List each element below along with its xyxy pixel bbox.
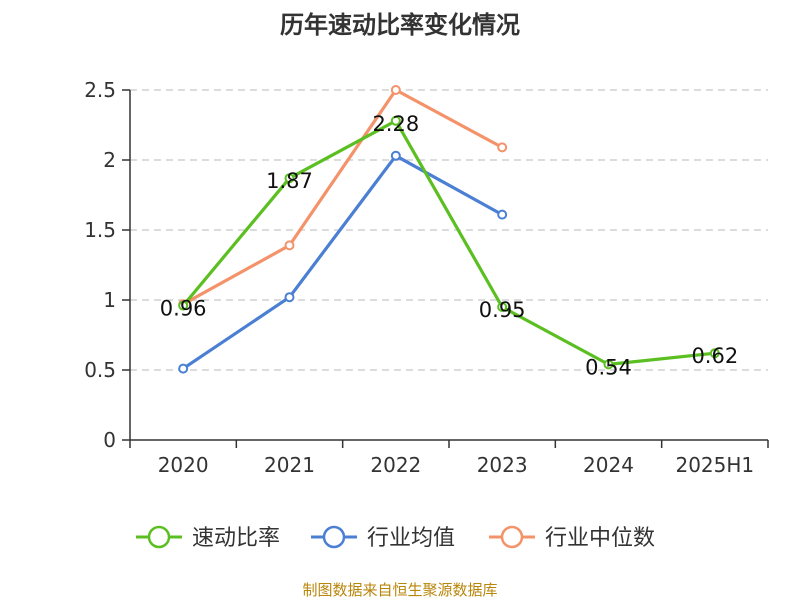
y-tick-label: 0.5 [84,358,116,382]
y-tick-label: 1 [103,288,116,312]
legend-marker-icon [147,525,171,549]
series-1 [178,150,508,374]
data-label: 2.28 [372,112,419,136]
data-point[interactable] [284,173,295,184]
data-point[interactable] [390,85,401,95]
data-label: 0.95 [479,298,526,322]
legend-item-0[interactable]: 速动比率 [136,525,280,551]
legend-marker-icon [500,525,524,549]
axes: 0 0.5 1 1.5 2 2.5 2020 2021 2022 2023 2024 2025H1 [84,78,769,477]
data-point[interactable] [390,115,401,126]
legend-item-1[interactable]: 行业均值 [311,525,455,551]
legend-item-2[interactable]: 行业中位数 [489,525,655,551]
series-line [182,88,503,306]
data-label: 0.54 [585,355,632,379]
chart-title: 历年速动比率变化情况 [280,11,520,39]
series-0 [178,115,720,370]
data-point[interactable] [178,363,189,374]
x-tick-label: 2025H1 [675,453,754,477]
y-tick-label: 0 [103,428,116,452]
x-tick-label: 2021 [264,453,315,477]
data-point[interactable] [178,300,189,311]
data-label: 1.87 [266,169,313,193]
series-line [181,119,716,366]
source-note: 制图数据来自恒生聚源数据库 [302,581,497,599]
x-tick-label: 2020 [158,453,209,477]
series-line [182,154,503,370]
data-point[interactable] [390,150,401,161]
data-point[interactable] [603,359,614,370]
data-label: 0.96 [160,297,207,321]
grid [130,89,768,371]
legend-label: 速动比率 [192,526,280,551]
y-tick-label: 1.5 [84,218,116,242]
legend[interactable]: 速动比率 行业均值 行业中位数 [136,525,655,551]
x-tick-label: 2022 [370,453,421,477]
data-point[interactable] [284,240,295,251]
legend-marker-icon [322,525,346,549]
data-point[interactable] [497,209,508,220]
x-tick-label: 2023 [477,453,528,477]
series-layer [178,85,720,374]
data-point[interactable] [497,142,508,153]
data-label: 0.62 [691,344,738,368]
legend-label: 行业均值 [367,526,455,551]
data-point[interactable] [497,302,508,312]
x-tick-label: 2024 [583,453,634,477]
data-point[interactable] [284,292,295,303]
legend-label: 行业中位数 [545,526,655,551]
data-point[interactable] [709,348,720,359]
y-tick-label: 2 [103,148,116,172]
y-tick-label: 2.5 [84,78,116,102]
series-2 [178,85,508,310]
data-labels: 0.96 1.87 2.28 0.95 0.54 0.62 [160,112,738,380]
